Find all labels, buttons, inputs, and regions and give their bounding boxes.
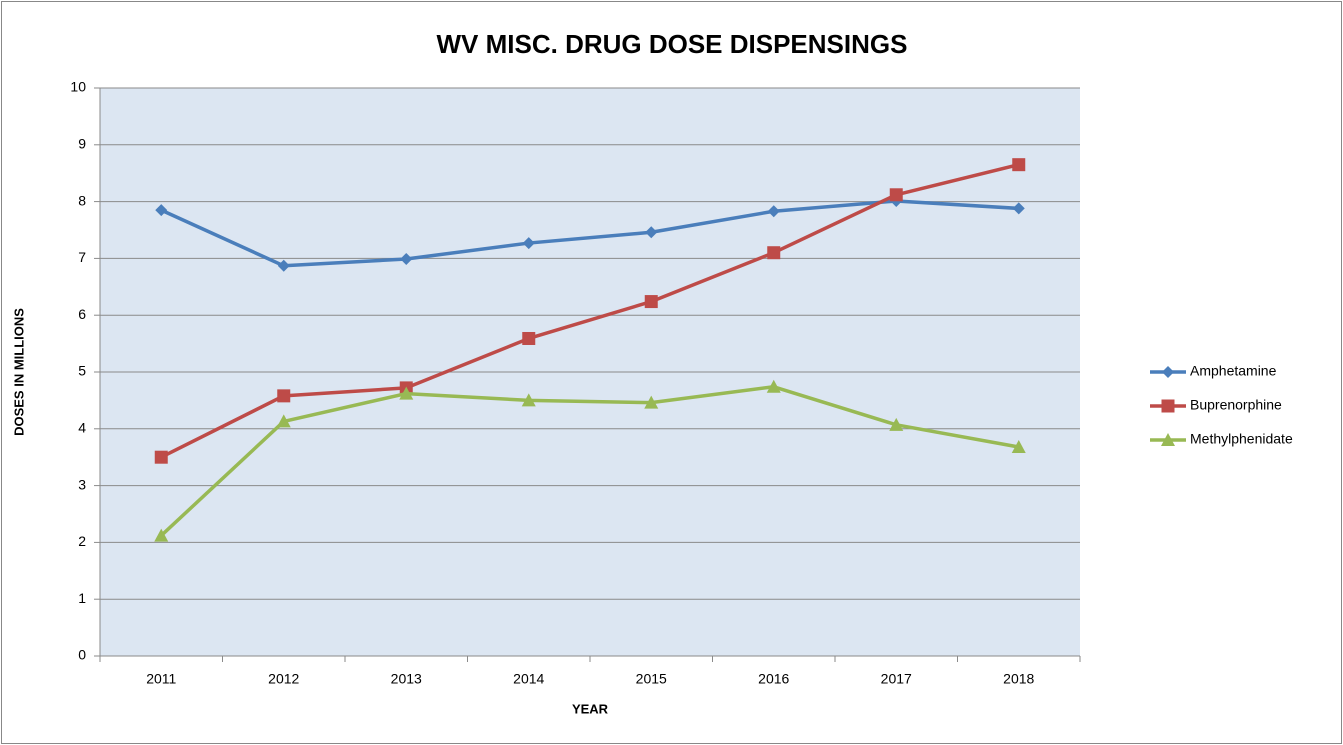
legend-label: Buprenorphine xyxy=(1190,397,1282,413)
series-line xyxy=(160,385,1020,537)
marker xyxy=(1161,399,1175,413)
x-tick-label: 2015 xyxy=(636,671,667,687)
y-tick-label: 4 xyxy=(78,420,86,436)
marker xyxy=(889,417,904,431)
marker xyxy=(644,395,659,409)
marker xyxy=(155,204,168,217)
marker xyxy=(1012,202,1025,215)
series-line xyxy=(160,162,1020,459)
marker xyxy=(1161,433,1175,446)
marker xyxy=(521,393,536,407)
marker xyxy=(522,237,535,250)
x-tick-label: 2011 xyxy=(146,671,176,687)
y-tick-label: 10 xyxy=(70,79,86,95)
x-axis-title: YEAR xyxy=(572,701,609,716)
y-tick-label: 3 xyxy=(78,476,86,492)
marker xyxy=(154,528,169,542)
x-tick-label: 2017 xyxy=(881,671,912,687)
marker xyxy=(1162,366,1174,378)
marker xyxy=(276,414,291,428)
marker xyxy=(400,252,413,265)
x-tick-label: 2013 xyxy=(391,671,422,687)
y-tick-label: 9 xyxy=(78,136,86,152)
y-tick-label: 2 xyxy=(78,533,86,549)
y-tick-label: 5 xyxy=(78,363,86,379)
y-tick-label: 7 xyxy=(78,249,86,265)
legend-label: Amphetamine xyxy=(1190,363,1277,379)
y-tick-label: 1 xyxy=(78,590,86,606)
marker xyxy=(1011,439,1026,453)
y-tick-label: 0 xyxy=(78,647,86,663)
marker xyxy=(277,259,290,272)
marker xyxy=(645,226,658,239)
y-axis-title: DOSES IN MILLIONS xyxy=(11,308,26,436)
chart-title: WV MISC. DRUG DOSE DISPENSINGS xyxy=(437,29,908,59)
marker xyxy=(767,246,781,260)
marker xyxy=(277,389,291,403)
marker xyxy=(1012,158,1026,172)
y-tick-label: 6 xyxy=(78,306,86,322)
marker xyxy=(399,386,414,400)
marker xyxy=(154,450,168,464)
x-tick-label: 2018 xyxy=(1003,671,1034,687)
marker xyxy=(766,379,781,393)
marker xyxy=(767,205,780,218)
x-tick-label: 2012 xyxy=(268,671,299,687)
x-tick-label: 2016 xyxy=(758,671,789,687)
marker xyxy=(889,188,903,202)
marker xyxy=(522,331,536,345)
legend-label: Methylphenidate xyxy=(1190,431,1293,447)
x-tick-label: 2014 xyxy=(513,671,544,687)
y-tick-label: 8 xyxy=(78,192,86,208)
marker xyxy=(644,295,658,309)
